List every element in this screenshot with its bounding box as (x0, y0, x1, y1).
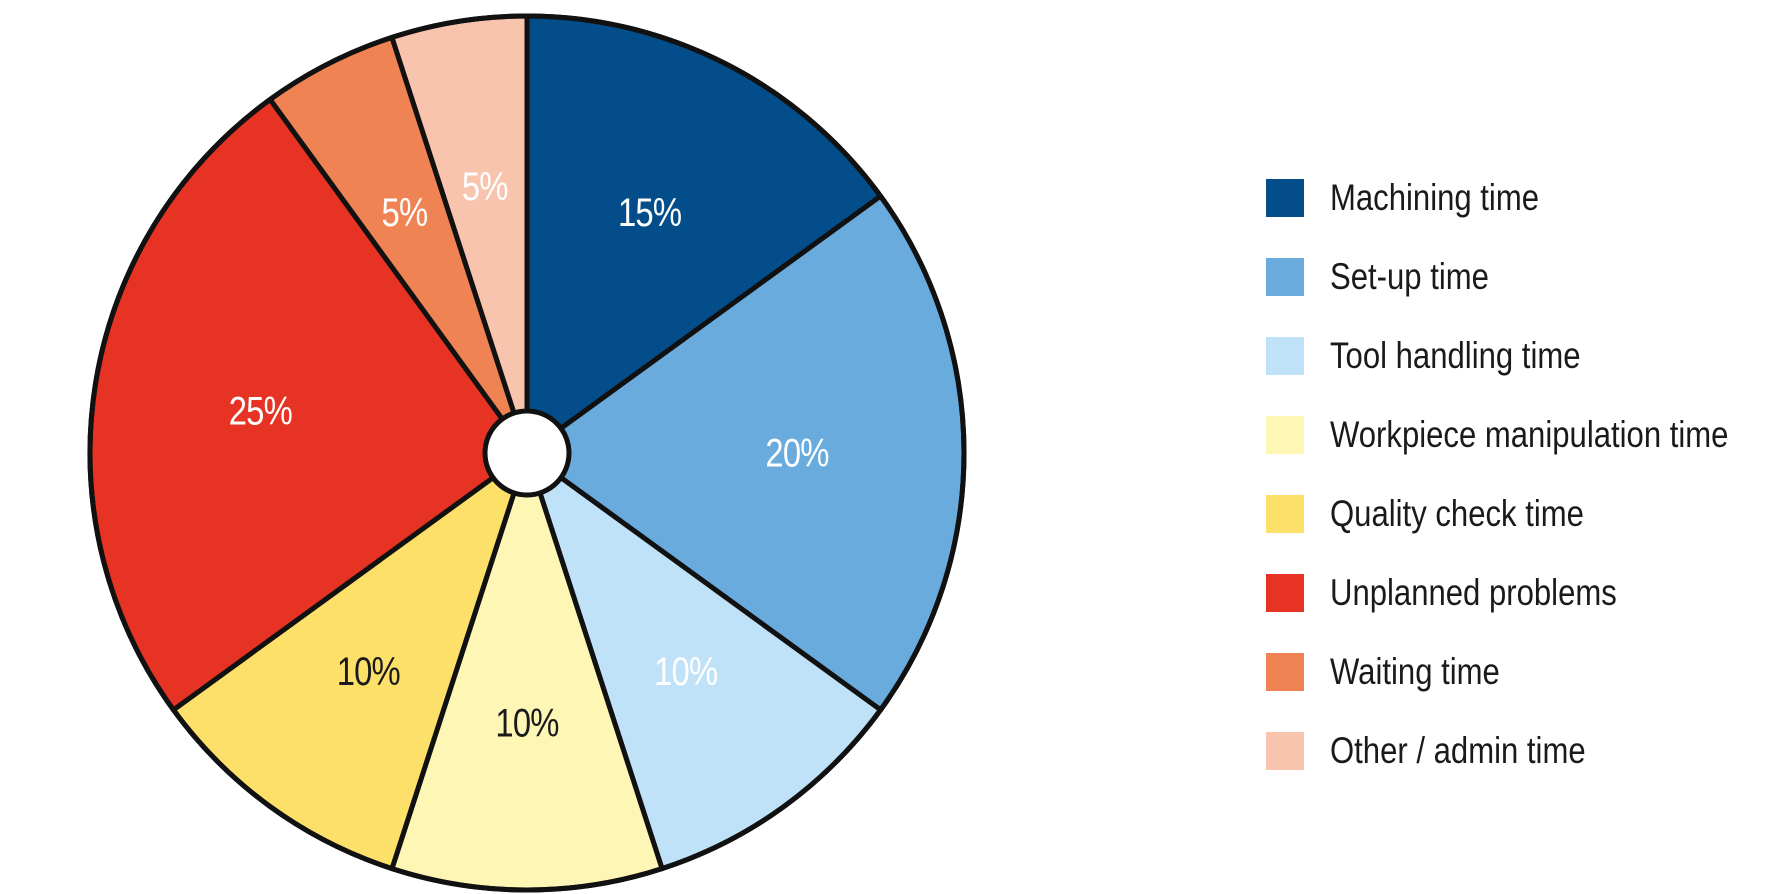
legend-swatch (1266, 731, 1304, 770)
legend-item: Waiting time (1266, 632, 1788, 711)
legend: Machining time Set-up time Tool handling t… (1266, 158, 1788, 790)
slice-label-7: 5% (382, 190, 428, 235)
legend-label: Other / admin time (1330, 729, 1586, 771)
legend-label: Tool handling time (1330, 334, 1581, 376)
legend-item: Unplanned problems (1266, 553, 1788, 632)
legend-label: Machining time (1330, 176, 1540, 218)
slice-label-8: 5% (462, 164, 508, 209)
pie-outline (87, 13, 967, 893)
legend-label: Unplanned problems (1330, 571, 1617, 613)
legend-swatch (1266, 652, 1304, 691)
pie-center-hole (482, 408, 572, 498)
legend-swatch (1266, 415, 1304, 454)
slice-label-3: 10% (654, 649, 718, 694)
legend-label: Waiting time (1330, 650, 1500, 692)
legend-swatch (1266, 494, 1304, 533)
legend-item: Set-up time (1266, 237, 1788, 316)
legend-label: Quality check time (1330, 492, 1584, 534)
legend-item: Workpiece manipulation time (1266, 395, 1788, 474)
legend-item: Machining time (1266, 158, 1788, 237)
legend-swatch (1266, 178, 1304, 217)
legend-item: Tool handling time (1266, 316, 1788, 395)
legend-swatch (1266, 257, 1304, 296)
legend-swatch (1266, 336, 1304, 375)
slice-label-5: 10% (337, 649, 401, 694)
slice-label-1: 15% (618, 190, 682, 235)
slice-labels: 15% 20% 10% 10% 10% 25% 5% 5% (229, 164, 830, 746)
legend-label: Set-up time (1330, 255, 1489, 297)
slice-label-2: 20% (765, 431, 829, 476)
slice-label-4: 10% (495, 701, 559, 746)
legend-swatch (1266, 573, 1304, 612)
legend-item: Other / admin time (1266, 711, 1788, 790)
legend-item: Quality check time (1266, 474, 1788, 553)
legend-label: Workpiece manipulation time (1330, 413, 1729, 455)
slice-label-6: 25% (229, 388, 293, 433)
